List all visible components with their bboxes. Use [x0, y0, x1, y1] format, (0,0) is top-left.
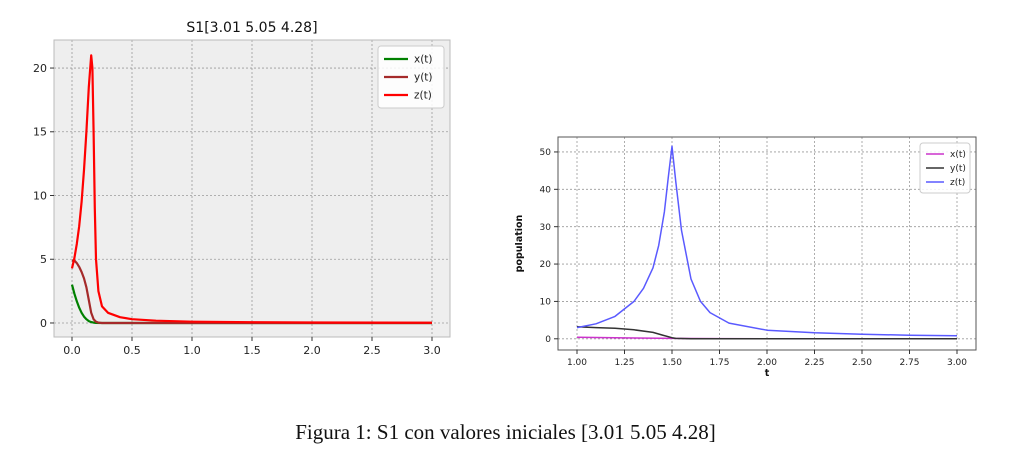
legend-label: x(t): [414, 54, 433, 66]
legend: [919, 142, 971, 194]
y-tick-label: 20: [33, 62, 47, 75]
legend-label: y(t): [950, 164, 966, 174]
x-tick-label: 0.0: [63, 344, 81, 357]
x-tick-label: 1.00: [567, 358, 587, 368]
chart-right: 1.00 1.25 1.50 1.75 2.00 2.25 2.50 2.75 3.00 0 10 2…: [514, 136, 977, 379]
y-tick-label: 15: [33, 126, 47, 139]
legend-label: y(t): [414, 72, 433, 84]
y-tick-label: 10: [540, 298, 552, 308]
y-tick-label: 40: [540, 185, 552, 195]
y-tick-label: 30: [540, 223, 552, 233]
y-axis-label: population: [515, 214, 525, 272]
x-tick-label: 3.0: [423, 344, 441, 357]
legend-label: z(t): [414, 90, 432, 102]
y-tick-label: 5: [40, 253, 47, 266]
x-tick-label: 2.0: [303, 344, 321, 357]
y-tick-label: 50: [540, 148, 552, 158]
x-tick-label: 3.00: [947, 358, 967, 368]
y-tick-label: 20: [540, 260, 552, 270]
x-tick-label: 1.0: [183, 344, 201, 357]
series-line-zt: [576, 145, 958, 337]
y-tick-label: 0: [40, 317, 47, 330]
x-tick-label: 2.00: [757, 358, 777, 368]
x-tick-label: 0.5: [123, 344, 141, 357]
figure-caption: Figura 1: S1 con valores iniciales [3.01…: [295, 420, 716, 444]
x-tick-label: 1.5: [243, 344, 261, 357]
series-line-yt: [72, 259, 432, 325]
x-tick-label: 1.25: [614, 358, 634, 368]
y-tick-label: 10: [33, 189, 47, 202]
legend: [377, 45, 445, 109]
series-line-zt: [70, 54, 433, 324]
y-tick-label: 0: [545, 335, 551, 345]
x-tick-label: 1.50: [662, 358, 682, 368]
figure-left: 0.0 0.5 1.0 1.5 2.0 2.5 3.0 0 5 10 15 20 S1[3.01 5.0…: [0, 0, 470, 370]
figure-right: 1.00 1.25 1.50 1.75 2.00 2.25 2.50 2.75 3.00 0 10 2…: [514, 125, 995, 385]
x-tick-label: 2.75: [899, 358, 919, 368]
chart-title: S1[3.01 5.05 4.28]: [186, 20, 317, 36]
x-tick-label: 2.50: [852, 358, 872, 368]
chart-left: 0.0 0.5 1.0 1.5 2.0 2.5 3.0 0 5 10 15 20 S1[3.01 5.0…: [33, 20, 451, 357]
x-tick-label: 2.25: [804, 358, 824, 368]
legend-label: z(t): [950, 178, 965, 188]
legend-label: x(t): [950, 150, 966, 160]
x-axis-label: t: [765, 368, 770, 379]
x-tick-label: 1.75: [709, 358, 729, 368]
x-tick-label: 2.5: [363, 344, 381, 357]
series-line-yt: [576, 326, 957, 340]
